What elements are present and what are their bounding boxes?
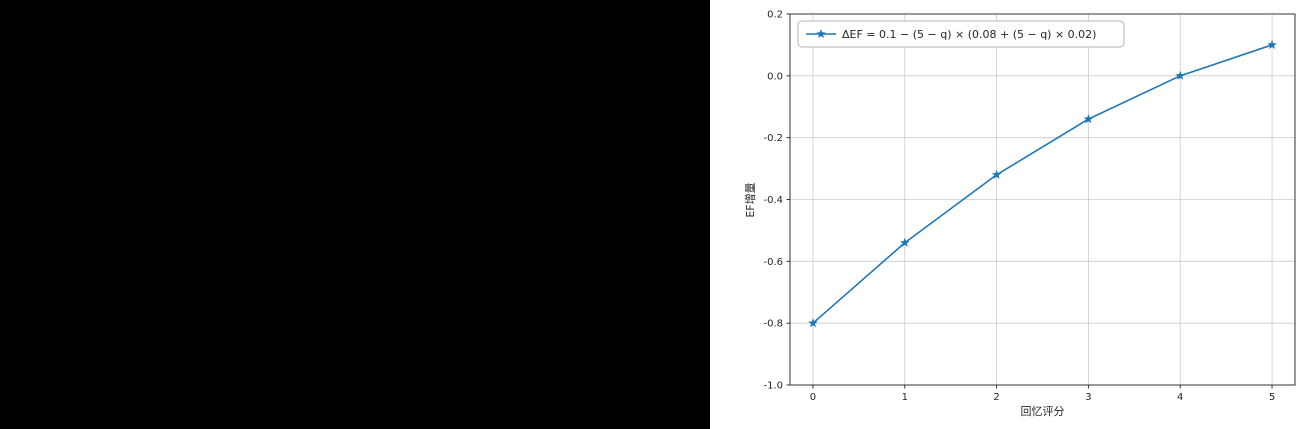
x-tick-label: 3 bbox=[1085, 392, 1091, 403]
marker-star bbox=[900, 237, 910, 247]
line-chart: 0 1 2 3 4 5 -1.0 -0.8 -0.6 -0.4 -0.2 0.0 0.2 ΔEF = 0.… bbox=[710, 0, 1305, 429]
marker-star bbox=[1083, 114, 1094, 124]
y-tick-label: -1.0 bbox=[763, 381, 783, 392]
legend-marker-star bbox=[816, 29, 826, 39]
y-tick-label: 0.2 bbox=[767, 10, 783, 21]
marker-star bbox=[991, 169, 1002, 179]
legend-box bbox=[797, 20, 1125, 48]
chart-panel: 0 1 2 3 4 5 -1.0 -0.8 -0.6 -0.4 -0.2 0.0 0.2 ΔEF = 0.… bbox=[710, 0, 1305, 429]
x-tick-label: 5 bbox=[1269, 392, 1275, 403]
y-tick-label: 0.0 bbox=[767, 71, 783, 82]
x-tick-label: 0 bbox=[810, 392, 816, 403]
plot-background bbox=[710, 0, 1305, 429]
x-axis-label: 回忆评分 bbox=[1020, 405, 1065, 418]
y-axis-label: EF增量 bbox=[744, 182, 757, 218]
y-tick-label: -0.6 bbox=[763, 257, 783, 268]
legend-label: ΔEF = 0.1 − (5 − q) × (0.08 + (5 − q) × … bbox=[842, 28, 1096, 41]
left-black-panel bbox=[0, 0, 710, 429]
y-tick-label: -0.2 bbox=[763, 133, 783, 144]
marker-star bbox=[1175, 70, 1185, 80]
x-tick-label: 4 bbox=[1177, 392, 1183, 403]
y-tick-label: -0.4 bbox=[763, 195, 783, 206]
x-tick-label: 2 bbox=[993, 392, 999, 403]
marker-star bbox=[808, 318, 818, 328]
series-line bbox=[812, 44, 1273, 324]
y-tick-label: -0.8 bbox=[763, 319, 783, 330]
x-tick-label: 1 bbox=[902, 392, 908, 403]
marker-star bbox=[1267, 39, 1277, 49]
